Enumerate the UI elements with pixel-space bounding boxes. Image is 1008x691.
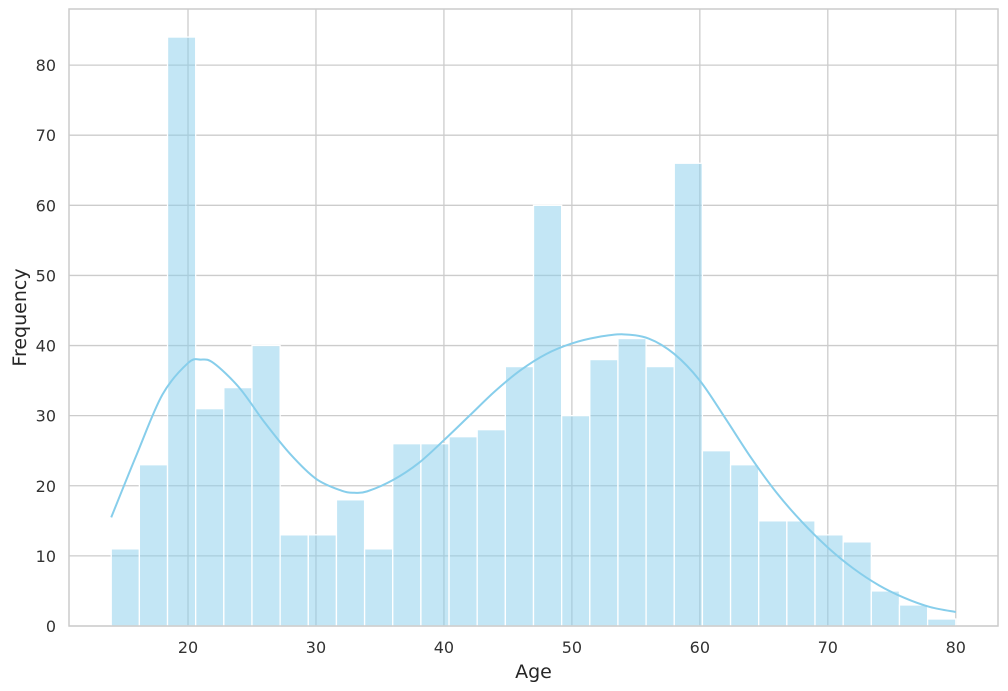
histogram-bar <box>842 541 872 627</box>
plot-frame <box>68 8 999 627</box>
y-tick-label: 0 <box>46 617 56 636</box>
y-tick-label: 20 <box>36 477 56 496</box>
histogram-bar <box>870 590 901 627</box>
histogram-bar <box>589 358 619 627</box>
x-tick-label: 60 <box>690 638 710 657</box>
x-tick-label: 70 <box>818 638 838 657</box>
histogram-bar <box>420 443 450 627</box>
x-axis-label: Age <box>515 661 552 683</box>
histogram-bar <box>223 386 253 627</box>
histogram-bar <box>758 520 788 627</box>
histogram-bar <box>898 604 929 627</box>
histogram-bar <box>166 36 197 627</box>
histogram-bar <box>476 429 506 627</box>
y-tick-label: 10 <box>36 547 56 566</box>
histogram-bar <box>251 344 281 627</box>
histogram-bar <box>673 162 704 627</box>
histogram-bar <box>363 548 394 627</box>
histogram-bar <box>532 204 563 627</box>
histogram-bar <box>195 407 225 627</box>
histogram-bar <box>335 499 366 627</box>
histogram-bar <box>504 365 535 627</box>
x-tick-label: 30 <box>306 638 326 657</box>
x-tick-label: 80 <box>946 638 966 657</box>
histogram-bar <box>617 337 647 627</box>
histogram-bar <box>645 365 675 627</box>
x-tick-label: 50 <box>562 638 582 657</box>
histogram-bar <box>729 464 760 627</box>
histogram-bar <box>448 436 478 627</box>
x-tick-label: 20 <box>178 638 198 657</box>
y-tick-label: 40 <box>36 337 56 356</box>
kde-curve <box>110 333 956 613</box>
x-tick-labels: 20 30 40 50 60 70 80 <box>178 638 966 657</box>
kde-curve-layer <box>110 333 956 613</box>
histogram-bar <box>138 464 169 627</box>
histogram-bar <box>307 534 338 627</box>
y-tick-label: 60 <box>36 196 56 215</box>
histogram-bar <box>786 520 816 627</box>
histogram-bars <box>110 36 957 627</box>
y-tick-labels: 0 10 20 30 40 50 60 70 80 <box>36 56 56 636</box>
y-tick-label: 50 <box>36 266 56 285</box>
y-axis-label: Frequency <box>9 268 31 366</box>
y-tick-label: 30 <box>36 407 56 426</box>
histogram-bar <box>701 450 732 627</box>
histogram-bar <box>561 415 591 627</box>
histogram-bar <box>926 618 957 627</box>
histogram-bar <box>110 548 141 627</box>
y-tick-label: 80 <box>36 56 56 75</box>
histogram-bar <box>279 534 309 627</box>
x-tick-label: 40 <box>434 638 454 657</box>
y-tick-label: 70 <box>36 126 56 145</box>
